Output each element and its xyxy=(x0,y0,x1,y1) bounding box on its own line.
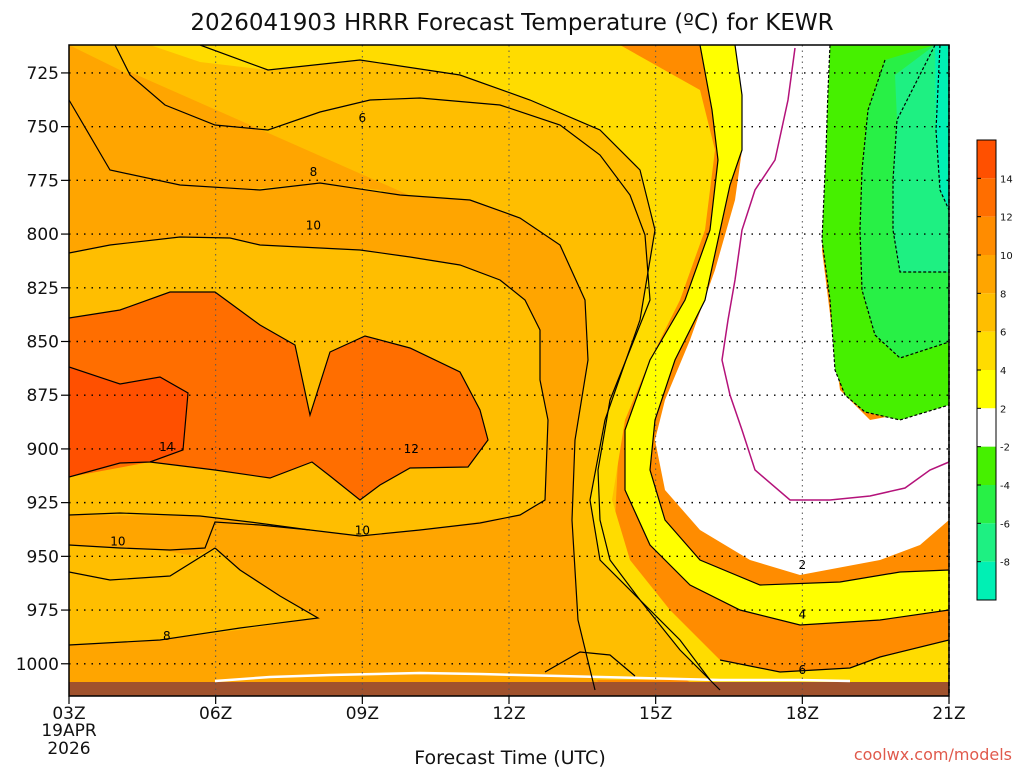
colorbar-swatch-7 xyxy=(977,408,996,447)
fill-band-14-plus xyxy=(69,367,188,477)
colorbar-label-7: -2 xyxy=(1000,443,1010,454)
y-axis: 725 750 775 800 825 850 875 900 925 950 975 1000 xyxy=(16,64,69,675)
contour-neg8-dashed xyxy=(935,45,949,211)
x-tick-label-2: 09Z xyxy=(346,704,379,724)
contour-neg2-dashed xyxy=(821,45,949,421)
x-axis: 03Z 06Z 09Z 12Z 15Z 18Z 21Z xyxy=(52,696,966,724)
colorbar-swatch-9 xyxy=(977,485,996,524)
colorbar-label-6: 2 xyxy=(1000,404,1006,415)
y-tick-label-7: 900 xyxy=(27,440,59,460)
plot-area: 6 8 10 14 12 10 10 8 2 4 6 xyxy=(68,44,950,697)
contour-10-lower xyxy=(69,521,311,551)
y-tick-label-5: 850 xyxy=(27,332,59,352)
contour-label-7: 8 xyxy=(163,629,171,643)
contour-6-right xyxy=(719,639,949,673)
colorbar-label-9: -6 xyxy=(1000,519,1010,530)
colorbar-swatch-8 xyxy=(977,446,996,485)
contour-12-bump xyxy=(544,651,636,677)
x-axis-label: Forecast Time (UTC) xyxy=(414,747,605,768)
x-tick-label-0: 03Z xyxy=(52,704,85,724)
contour-neg4-dashed xyxy=(859,59,949,359)
contour-neg6-dashed xyxy=(892,45,949,273)
contour-label-9: 4 xyxy=(799,607,807,621)
contour-8-lower xyxy=(69,547,320,646)
contour-label-2: 10 xyxy=(306,218,321,232)
y-tick-label-4: 825 xyxy=(27,279,59,299)
contour-label-6: 10 xyxy=(355,524,370,538)
colorbar-label-1: 12 xyxy=(1000,213,1013,224)
colorbar-swatch-2 xyxy=(977,216,996,255)
colorbar-swatch-4 xyxy=(977,293,996,332)
y-tick-label-3: 800 xyxy=(27,225,59,245)
contour-label-4: 12 xyxy=(404,442,419,456)
contour-8-upper xyxy=(69,99,596,691)
colorbar: 14 12 10 8 6 4 2 -2 -4 -6 -8 xyxy=(976,139,1013,601)
y-tick-label-11: 1000 xyxy=(16,655,59,675)
contour-6-lower xyxy=(69,547,216,581)
grid-lines xyxy=(69,45,949,696)
contour-label-8: 2 xyxy=(799,558,807,572)
colorbar-label-0: 14 xyxy=(1000,174,1013,185)
watermark: coolwx.com/models xyxy=(854,745,1012,764)
colorbar-label-5: 4 xyxy=(1000,366,1006,377)
contour-4-right xyxy=(624,45,949,626)
colorbar-swatch-3 xyxy=(977,255,996,294)
contour-4-upper xyxy=(199,45,721,691)
colorbar-swatch-0 xyxy=(977,140,996,179)
y-tick-label-0: 725 xyxy=(27,64,59,84)
contour-2-right xyxy=(649,45,949,586)
x-tick-label-4: 15Z xyxy=(639,704,672,724)
contour-label-1: 8 xyxy=(310,165,318,179)
y-tick-label-9: 950 xyxy=(27,547,59,567)
colorbar-swatch-6 xyxy=(977,370,996,409)
contour-14 xyxy=(69,366,189,478)
colorbar-label-3: 8 xyxy=(1000,289,1006,300)
y-tick-label-1: 750 xyxy=(27,118,59,138)
colorbar-swatch-1 xyxy=(977,178,996,217)
contour-12 xyxy=(69,291,489,501)
x-tick-label-1: 06Z xyxy=(199,704,232,724)
contour-6-upper xyxy=(114,45,711,681)
y-tick-label-6: 875 xyxy=(27,386,59,406)
fill-band-neg6-neg8 xyxy=(893,45,949,272)
x-tick-label-3: 12Z xyxy=(492,704,525,724)
colorbar-swatch-5 xyxy=(977,331,996,370)
y-tick-label-10: 975 xyxy=(27,601,59,621)
x-tick-label-5: 18Z xyxy=(786,704,819,724)
chart-title: 2026041903 HRRR Forecast Temperature (ºC… xyxy=(190,10,833,36)
fill-band-upper-8-10 xyxy=(69,100,595,690)
colorbar-label-4: 6 xyxy=(1000,328,1006,339)
y-tick-label-8: 925 xyxy=(27,494,59,514)
colorbar-label-8: -4 xyxy=(1000,481,1010,492)
x-start-date-line-1: 19APR xyxy=(41,721,97,741)
x-tick-label-6: 21Z xyxy=(932,704,965,724)
contour-label-10: 6 xyxy=(799,663,807,677)
contour-labels: 6 8 10 14 12 10 10 8 2 4 6 xyxy=(110,111,806,677)
colorbar-label-10: -8 xyxy=(1000,558,1010,569)
contour-lines xyxy=(69,45,949,691)
x-start-date-line-2: 2026 xyxy=(47,739,90,759)
fill-band-lower-6-8 xyxy=(69,548,318,645)
colorbar-swatch-10 xyxy=(977,523,996,562)
contour-label-5: 10 xyxy=(110,534,125,548)
y-tick-label-2: 775 xyxy=(27,171,59,191)
contour-zero xyxy=(721,47,949,501)
contour-label-0: 6 xyxy=(359,111,367,125)
colorbar-label-2: 10 xyxy=(1000,251,1013,262)
ground-surface-edge xyxy=(214,671,851,683)
colorbar-swatch-11 xyxy=(977,561,996,600)
contour-label-3: 14 xyxy=(159,440,174,454)
